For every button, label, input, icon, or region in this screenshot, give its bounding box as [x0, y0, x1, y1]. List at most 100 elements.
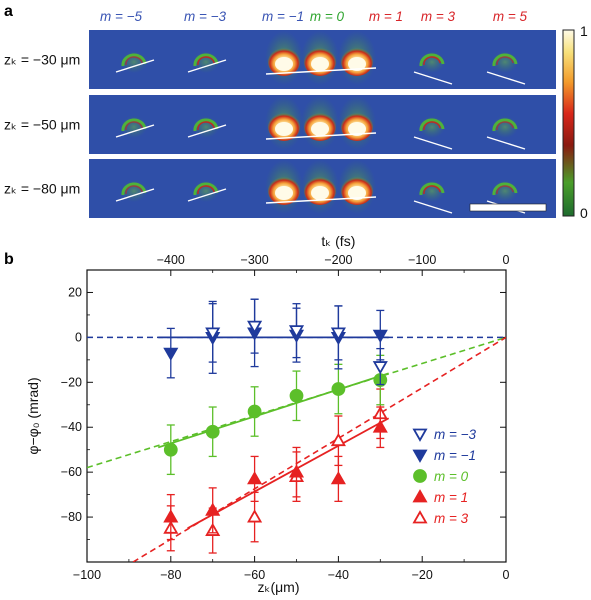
- x-tick-label: 0: [503, 568, 510, 582]
- order-labels: m = −5 m = −3 m = −1 m = 0 m = 1 m = 3 m = 5: [100, 9, 528, 24]
- order-label: m = 0: [310, 9, 345, 24]
- diffraction-spot: [187, 116, 227, 138]
- x-tick-label: −80: [160, 568, 181, 582]
- point-marker: [330, 432, 346, 447]
- data-point: [330, 455, 346, 503]
- x-tick-label: −20: [412, 568, 433, 582]
- data-point: [331, 363, 346, 415]
- y-tick-label: −40: [61, 420, 82, 434]
- colorbar: [562, 29, 575, 217]
- panel-b-label: b: [4, 251, 14, 268]
- y-axis-label: φ−φ₀ (mrad): [25, 377, 41, 454]
- order-label: m = −1: [262, 9, 304, 24]
- point-marker: [288, 325, 305, 339]
- colorbar-max-label: 1: [580, 23, 588, 39]
- image-strip: [89, 95, 556, 154]
- panel-a-images: m = −5 m = −3 m = −1 m = 0 m = 1 m = 3 m = 5 z…: [4, 9, 588, 221]
- y-tick-label: −60: [61, 465, 82, 479]
- y-tick-label: 20: [68, 285, 82, 299]
- diffraction-spot: [115, 180, 155, 202]
- data-point: [247, 298, 263, 354]
- top-tick-label: −300: [241, 253, 269, 267]
- fit-line: [187, 417, 390, 530]
- diffraction-spot: [486, 116, 526, 150]
- diffraction-spot-bright: [265, 96, 303, 150]
- legend-label: m = −1: [434, 448, 476, 463]
- row-label: zₖ = −30 μm: [4, 52, 80, 68]
- data-point: [205, 406, 220, 458]
- diffraction-spot-bright: [338, 160, 376, 214]
- diffraction-spot-bright: [301, 160, 339, 214]
- point-marker: [288, 464, 305, 478]
- order-label: m = 5: [493, 9, 528, 24]
- diffraction-spot: [486, 51, 526, 85]
- fit-lines: [87, 336, 506, 562]
- diffraction-spot: [413, 51, 453, 85]
- x-tick-label: −100: [73, 568, 101, 582]
- top-axis-label: tₖ (fs): [321, 233, 355, 249]
- data-point: [205, 487, 221, 534]
- point-marker: [163, 442, 178, 457]
- diffraction-spot-bright: [301, 31, 339, 85]
- legend-entry: m = 1: [412, 489, 468, 505]
- data-point: [163, 493, 179, 541]
- legend-marker: [412, 489, 428, 503]
- image-strips: [89, 30, 556, 218]
- diffraction-spot: [413, 116, 453, 150]
- point-marker: [205, 327, 221, 341]
- point-marker: [247, 320, 263, 334]
- data-point: [247, 455, 263, 503]
- diffraction-spot-bright: [265, 160, 303, 214]
- data-point: [205, 303, 221, 363]
- point-marker: [331, 382, 346, 396]
- data-markers: [163, 298, 388, 554]
- point-marker: [289, 388, 304, 403]
- diffraction-spot: [187, 51, 227, 73]
- data-point: [330, 305, 346, 361]
- colorbar-min-label: 0: [580, 205, 588, 221]
- point-marker: [247, 404, 262, 419]
- data-point: [247, 386, 262, 437]
- legend-entry: m = 0: [413, 469, 469, 484]
- data-point: [163, 424, 178, 476]
- y-tick-label: −20: [61, 375, 82, 389]
- data-point: [288, 303, 305, 359]
- legend-label: m = 3: [434, 511, 469, 526]
- order-label: m = 3: [421, 9, 456, 24]
- legend-marker: [412, 449, 428, 463]
- diffraction-spot: [187, 180, 227, 202]
- legend-label: m = 1: [434, 490, 468, 505]
- legend-entry: m = −1: [412, 448, 476, 463]
- y-tick-label: 0: [75, 330, 82, 344]
- x-axis-label: zₖ(μm): [257, 579, 299, 595]
- legend-entry: m = 3: [412, 510, 469, 526]
- image-strip: [89, 30, 556, 89]
- data-point: [288, 446, 305, 498]
- point-marker: [372, 419, 388, 433]
- top-tick-label: −200: [324, 253, 352, 267]
- point-marker: [247, 471, 263, 485]
- panel-a-label: a: [4, 3, 13, 20]
- diffraction-spot: [413, 180, 453, 214]
- order-label: m = −5: [100, 9, 143, 24]
- diffraction-spot-bright: [338, 31, 376, 85]
- top-tick-label: −100: [408, 253, 436, 267]
- x-tick-label: −60: [244, 568, 265, 582]
- diffraction-spot-bright: [338, 96, 376, 150]
- y-tick-label: −80: [61, 510, 82, 524]
- point-marker: [372, 329, 388, 343]
- data-point: [289, 370, 304, 422]
- row-label: zₖ = −80 μm: [4, 181, 80, 197]
- scale-bar: [469, 203, 547, 212]
- diffraction-spot-bright: [301, 96, 339, 150]
- point-marker: [330, 327, 346, 341]
- legend-marker: [412, 428, 428, 442]
- diffraction-spot: [115, 51, 155, 73]
- fit-line-extrapolated: [87, 336, 506, 469]
- diffraction-spot: [115, 116, 155, 138]
- data-point: [163, 327, 179, 379]
- point-marker: [247, 509, 263, 523]
